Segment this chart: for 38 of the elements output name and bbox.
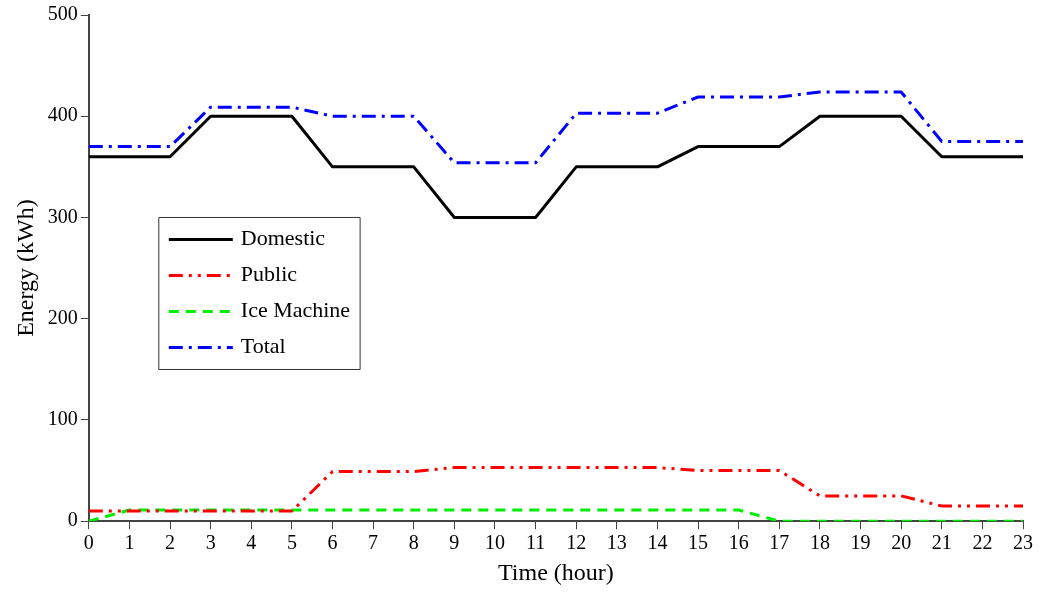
x-tick-label: 23 (1013, 531, 1033, 554)
x-tick-label: 14 (647, 531, 668, 554)
x-tick-label: 4 (246, 531, 257, 554)
x-tick-label: 0 (83, 531, 94, 554)
x-tick-label: 20 (891, 531, 912, 554)
x-tick-label: 13 (606, 531, 627, 554)
x-tick-label: 8 (408, 531, 419, 554)
x-tick-label: 18 (809, 531, 830, 554)
x-axis-title: Time (hour) (498, 558, 614, 585)
x-tick-label: 15 (688, 531, 709, 554)
legend-label: Domestic (240, 225, 326, 251)
x-tick-label: 5 (286, 531, 297, 554)
x-tick-label: 1 (124, 531, 135, 554)
y-tick-label: 100 (47, 407, 78, 430)
x-tick-label: 9 (449, 531, 460, 554)
x-tick-label: 16 (728, 531, 749, 554)
y-tick-label: 200 (47, 305, 78, 328)
line-series (88, 90, 1023, 165)
x-tick-label: 3 (205, 531, 216, 554)
y-tick-label: 500 (47, 2, 78, 25)
x-tick-label: 17 (769, 531, 790, 554)
y-tick-label: 0 (67, 508, 78, 531)
x-tick-label: 12 (566, 531, 587, 554)
x-tick-label: 21 (931, 531, 952, 554)
x-tick-label: 10 (484, 531, 505, 554)
y-axis-title: Energy (kWh) (11, 199, 38, 337)
line-series (88, 466, 1023, 513)
legend-label: Public (240, 261, 298, 287)
x-tick-label: 7 (368, 531, 379, 554)
x-tick-label: 6 (327, 531, 338, 554)
legend-label: Ice Machine (240, 297, 351, 323)
x-tick-label: 2 (165, 531, 176, 554)
legend-label: Total (240, 333, 286, 359)
y-tick-label: 400 (47, 103, 78, 126)
x-tick-label: 11 (525, 531, 546, 554)
y-tick-label: 300 (47, 204, 78, 227)
x-tick-label: 22 (972, 531, 993, 554)
x-tick-label: 19 (850, 531, 871, 554)
